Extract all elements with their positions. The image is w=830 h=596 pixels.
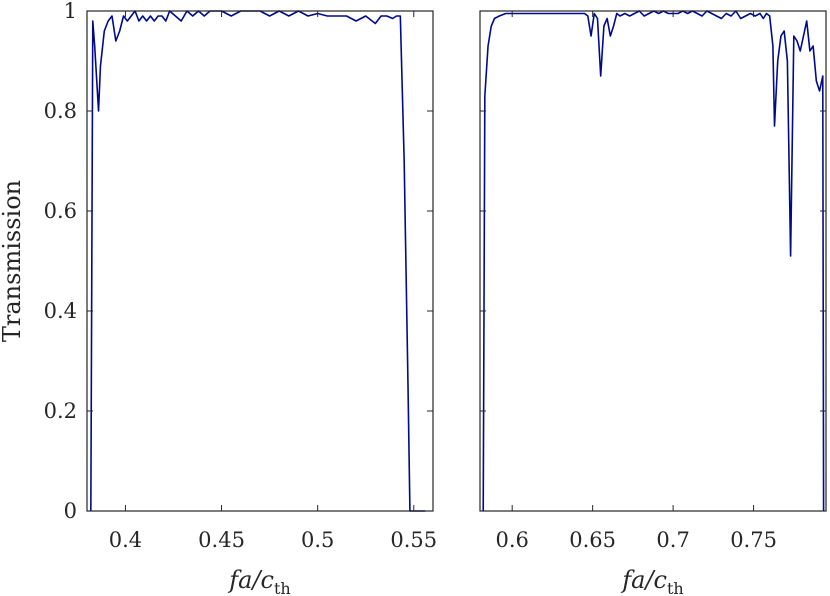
x-axis-label-main: fa/c [620,566,667,594]
x-axis-label-main: fa/c [227,566,274,594]
y-tick-label: 0.8 [44,99,77,123]
axes-frame [86,10,434,512]
x-axis-label-subscript: th [667,579,684,596]
series-line [482,10,825,512]
x-tick-label: 0.45 [198,528,245,552]
x-tick-label: 0.6 [495,528,528,552]
x-tick-label: 0.7 [656,528,689,552]
x-axis-label: fa/cth [620,566,683,596]
x-tick-label: 0.55 [390,528,437,552]
right-panel: 0.6 0.65 0.7 0.75 fa/cth [479,10,827,596]
x-tick-label: 0.75 [730,528,777,552]
x-tick-label: 0.4 [109,528,142,552]
x-tick-label: 0.65 [569,528,616,552]
x-axis-label-subscript: th [274,579,291,596]
x-tick-label: 0.5 [301,528,334,552]
x-axis-label: fa/cth [227,566,290,596]
y-tick-label: 1 [64,0,77,23]
y-tick-label: 0.4 [44,299,77,323]
y-axis-label: Transmission [0,180,26,342]
left-panel: 0.4 0.45 0.5 0.55 0 0.2 0.4 0.6 0.8 1 fa/cth [44,0,438,596]
y-tick-label: 0.6 [44,199,77,223]
series-line [90,10,426,512]
axes-frame [479,10,827,512]
y-tick-label: 0.2 [44,399,77,423]
y-tick-label: 0 [64,499,77,523]
